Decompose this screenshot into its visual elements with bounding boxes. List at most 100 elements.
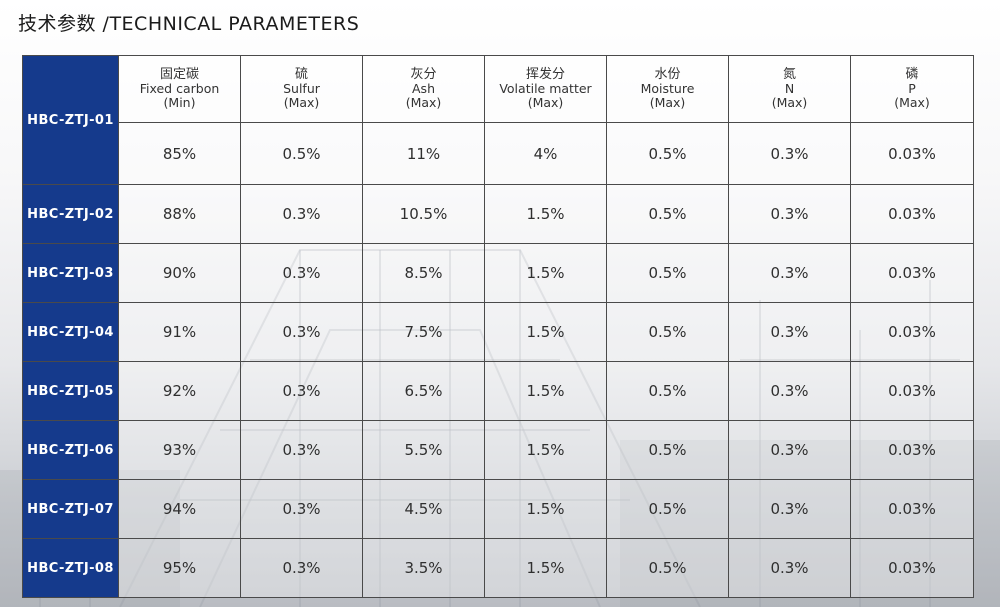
column-header-en: Fixed carbon [139,81,220,96]
table-row: HBC-ZTJ-02 88% 0.3% 10.5% 1.5% 0.5% 0.3%… [22,184,974,244]
column-header-moisture: 水份 Moisture (Max) [606,55,729,123]
value-cell: 0.3% [240,538,363,598]
column-header-nitrogen: 氮 N (Max) [728,55,851,123]
value-cell: 94% [118,479,241,539]
column-header-limit: (Min) [163,95,196,110]
value-cell: 1.5% [484,361,607,421]
value-cell: 0.3% [240,361,363,421]
table-row: HBC-ZTJ-05 92% 0.3% 6.5% 1.5% 0.5% 0.3% … [22,361,974,421]
model-cell: HBC-ZTJ-06 [22,420,119,480]
model-cell: HBC-ZTJ-04 [22,302,119,362]
value-cell: 0.03% [850,538,974,598]
value-cell: 95% [118,538,241,598]
column-header-en: Moisture [640,81,695,96]
column-header-limit: (Max) [527,95,564,110]
value-cell: 0.3% [728,538,851,598]
value-cell: 1.5% [484,420,607,480]
value-cell: 90% [118,243,241,303]
value-cell: 93% [118,420,241,480]
value-cell: 0.3% [240,420,363,480]
value-cell: 6.5% [362,361,485,421]
column-header-cn: 固定碳 [159,67,199,82]
value-cell: 0.3% [728,361,851,421]
value-cell: 3.5% [362,538,485,598]
value-cell: 0.3% [240,302,363,362]
value-cell: 0.03% [850,122,974,185]
value-cell: 0.3% [240,243,363,303]
table-row: HBC-ZTJ-04 91% 0.3% 7.5% 1.5% 0.5% 0.3% … [22,302,974,362]
column-header-en: Ash [412,81,435,96]
column-header-volatile-matter: 挥发分 Volatile matter (Max) [484,55,607,123]
column-header-cn: 挥发分 [525,67,565,82]
column-header-cn: 灰分 [410,67,437,82]
value-cell: 0.03% [850,479,974,539]
column-header-limit: (Max) [649,95,686,110]
column-header-en: N [784,81,795,96]
table-row: 85% 0.5% 11% 4% 0.5% 0.3% 0.03% [23,122,974,185]
technical-parameters-table: HBC-ZTJ-01 固定碳 Fixed carbon (Min) 硫 Sulf… [22,55,974,598]
value-cell: 0.5% [606,479,729,539]
value-cell: 0.5% [606,243,729,303]
value-cell: 0.3% [728,122,851,185]
value-cell: 0.03% [850,184,974,244]
value-cell: 88% [118,184,241,244]
column-header-limit: (Max) [283,95,320,110]
value-cell: 0.5% [606,420,729,480]
value-cell: 0.03% [850,302,974,362]
column-header-ash: 灰分 Ash (Max) [362,55,485,123]
model-cell: HBC-ZTJ-01 [22,55,119,185]
value-cell: 0.3% [240,479,363,539]
value-cell: 8.5% [362,243,485,303]
column-header-cn: 硫 [294,67,308,82]
value-cell: 0.5% [606,122,729,185]
column-header-limit: (Max) [771,95,808,110]
value-cell: 1.5% [484,184,607,244]
model-cell: HBC-ZTJ-07 [22,479,119,539]
table-row: HBC-ZTJ-08 95% 0.3% 3.5% 1.5% 0.5% 0.3% … [22,538,974,598]
value-cell: 0.5% [606,538,729,598]
value-cell: 11% [362,122,485,185]
value-cell: 92% [118,361,241,421]
value-cell: 0.3% [728,479,851,539]
value-cell: 0.03% [850,243,974,303]
value-cell: 0.5% [606,361,729,421]
column-header-sulfur: 硫 Sulfur (Max) [240,55,363,123]
column-header-en: Volatile matter [499,81,592,96]
column-header-cn: 氮 [782,67,796,82]
table-row: HBC-ZTJ-06 93% 0.3% 5.5% 1.5% 0.5% 0.3% … [22,420,974,480]
table-row: HBC-ZTJ-07 94% 0.3% 4.5% 1.5% 0.5% 0.3% … [22,479,974,539]
value-cell: 0.3% [728,184,851,244]
model-cell: HBC-ZTJ-03 [22,243,119,303]
column-header-cn: 磷 [905,67,919,82]
value-cell: 0.5% [606,302,729,362]
value-cell: 1.5% [484,243,607,303]
value-cell: 10.5% [362,184,485,244]
value-cell: 7.5% [362,302,485,362]
column-header-fixed-carbon: 固定碳 Fixed carbon (Min) [118,55,241,123]
value-cell: 0.5% [606,184,729,244]
value-cell: 91% [118,302,241,362]
parameters-table-container: HBC-ZTJ-01 固定碳 Fixed carbon (Min) 硫 Sulf… [22,55,974,603]
column-header-limit: (Max) [894,95,930,110]
value-cell: 1.5% [484,302,607,362]
value-cell: 0.3% [728,243,851,303]
column-header-phosphorus: 磷 P (Max) [850,55,974,123]
model-cell: HBC-ZTJ-02 [22,184,119,244]
column-header-cn: 水份 [654,67,681,82]
value-cell: 1.5% [484,479,607,539]
model-cell: HBC-ZTJ-08 [22,538,119,598]
page-title: 技术参数 /TECHNICAL PARAMETERS [18,13,360,35]
value-cell: 0.3% [728,302,851,362]
table-row: HBC-ZTJ-03 90% 0.3% 8.5% 1.5% 0.5% 0.3% … [22,243,974,303]
column-header-limit: (Max) [405,95,442,110]
column-header-en: P [908,81,916,96]
model-cell: HBC-ZTJ-05 [22,361,119,421]
value-cell: 0.03% [850,420,974,480]
column-header-en: Sulfur [283,81,320,96]
value-cell: 5.5% [362,420,485,480]
value-cell: 0.3% [728,420,851,480]
value-cell: 0.03% [850,361,974,421]
value-cell: 85% [118,122,241,185]
value-cell: 0.5% [240,122,363,185]
value-cell: 1.5% [484,538,607,598]
